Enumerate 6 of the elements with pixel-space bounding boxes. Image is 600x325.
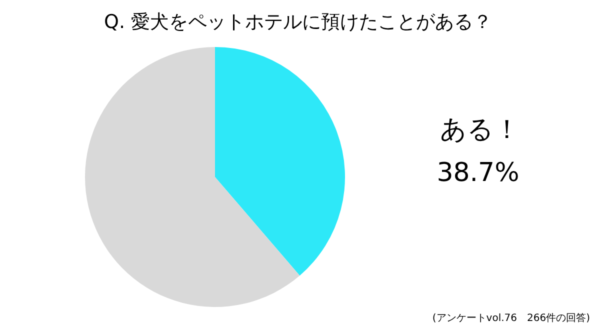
chart-title: Q. 愛犬をペットホテルに預けたことがある？: [104, 11, 492, 33]
data-label: 38.7%: [436, 158, 520, 188]
slice-label: ある！: [440, 115, 520, 145]
pie-slice: [85, 47, 300, 307]
text: (アンケートvol.76 266件の回答): [432, 312, 590, 324]
pie-slice: [215, 47, 345, 276]
